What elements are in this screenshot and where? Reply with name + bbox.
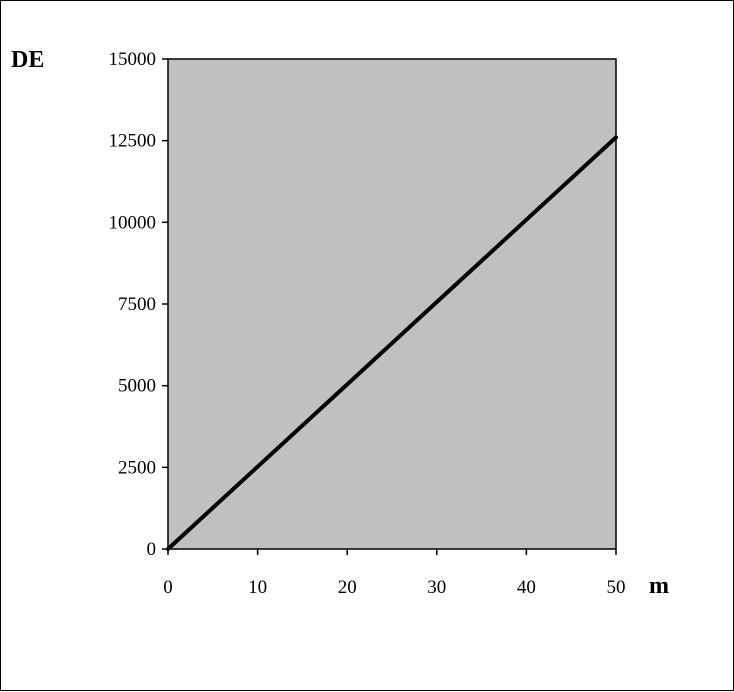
y-tick-label: 2500 xyxy=(118,457,156,478)
y-axis-ticks: 0 2500 5000 7500 10000 12500 15000 xyxy=(109,49,168,560)
x-tick-label: 20 xyxy=(338,577,357,598)
y-tick-label: 12500 xyxy=(109,131,157,152)
x-tick-label: 40 xyxy=(517,577,536,598)
series-layer xyxy=(166,135,618,551)
y-axis-title: DE xyxy=(11,47,44,73)
y-tick-label: 10000 xyxy=(109,212,157,233)
x-axis-ticks: 0 10 20 30 40 50 xyxy=(163,549,626,598)
x-axis-title: m xyxy=(649,573,669,599)
y-tick-label: 15000 xyxy=(109,49,157,70)
y-tick-label: 0 xyxy=(147,539,157,560)
y-tick-label: 5000 xyxy=(118,376,156,397)
plot-area xyxy=(167,58,617,550)
series-line-0 xyxy=(166,135,618,551)
y-tick-label: 7500 xyxy=(118,294,156,315)
x-tick-label: 0 xyxy=(163,577,173,598)
x-tick-label: 10 xyxy=(248,577,267,598)
x-tick-label: 50 xyxy=(607,577,626,598)
x-tick-label: 30 xyxy=(427,577,446,598)
